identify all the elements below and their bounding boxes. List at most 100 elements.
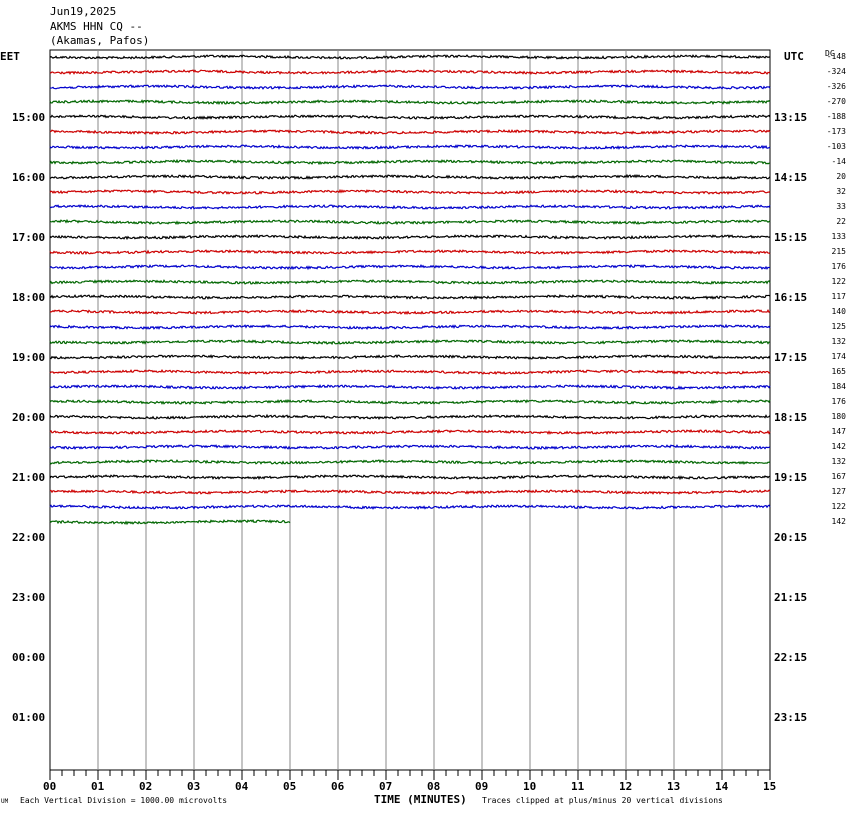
trace-28 xyxy=(49,459,771,465)
dc-offset-label: 20 xyxy=(836,172,846,181)
trace-9 xyxy=(49,173,771,181)
dc-offset-label: 132 xyxy=(831,337,846,346)
right-zone-label: UTC xyxy=(784,50,804,63)
trace-29 xyxy=(49,474,771,481)
right-hour-label: 13:15 xyxy=(774,111,808,124)
dc-offset-label: 176 xyxy=(831,397,846,406)
dc-offset-label: -103 xyxy=(826,142,846,151)
footer-clip-note: Traces clipped at plus/minus 20 vertical… xyxy=(482,796,723,805)
right-hour-label: 14:15 xyxy=(774,171,808,184)
trace-26 xyxy=(49,428,771,435)
footer-xlabel: TIME (MINUTES) xyxy=(374,793,467,806)
header-station: AKMS HHN CQ -- xyxy=(50,20,143,33)
trace-24 xyxy=(49,399,771,405)
dc-offset-label: 133 xyxy=(831,232,846,241)
dc-offset-label: 33 xyxy=(836,202,846,211)
x-tick-label: 15 xyxy=(763,780,777,793)
dc-offset-label: 142 xyxy=(831,442,846,451)
right-hour-label: 19:15 xyxy=(774,471,808,484)
left-hour-label: 16:00 xyxy=(12,171,46,184)
trace-30 xyxy=(49,488,771,496)
trace-19 xyxy=(49,323,771,331)
x-tick-label: 01 xyxy=(91,780,105,793)
dc-offset-label: -14 xyxy=(831,157,846,166)
x-tick-label: 06 xyxy=(331,780,345,793)
trace-27 xyxy=(49,444,771,451)
x-tick-label: 10 xyxy=(523,780,537,793)
dc-offset-label: -148 xyxy=(826,52,846,61)
trace-16 xyxy=(49,279,771,286)
dc-offset-label: -270 xyxy=(826,97,846,106)
dc-offset-label: 127 xyxy=(831,487,846,496)
header-location: (Akamas, Pafos) xyxy=(50,34,150,47)
trace-13 xyxy=(49,234,771,241)
x-tick-label: 04 xyxy=(235,780,249,793)
x-tick-label: 11 xyxy=(571,780,585,793)
dc-offset-label: 117 xyxy=(831,292,846,301)
x-tick-label: 03 xyxy=(187,780,201,793)
trace-4 xyxy=(49,98,771,106)
x-tick-label: 02 xyxy=(139,780,153,793)
x-tick-label: 00 xyxy=(43,780,57,793)
plot-frame xyxy=(49,49,771,771)
right-hour-label: 15:15 xyxy=(774,231,808,244)
left-zone-label: EET xyxy=(0,50,20,63)
dc-offset-label: 140 xyxy=(831,307,846,316)
trace-17 xyxy=(49,293,771,301)
dc-offset-label: -173 xyxy=(826,127,846,136)
right-hour-label: 20:15 xyxy=(774,531,808,544)
dc-offset-label: 122 xyxy=(831,502,846,511)
dc-offset-label: 125 xyxy=(831,322,846,331)
trace-7 xyxy=(49,144,771,150)
x-tick-label: 13 xyxy=(667,780,681,793)
dc-offset-label: 22 xyxy=(836,217,846,226)
right-hour-label: 17:15 xyxy=(774,351,808,364)
minute-gridlines xyxy=(97,50,723,770)
x-axis-ticks xyxy=(49,770,771,780)
trace-14 xyxy=(49,249,771,255)
dc-offset-label: -326 xyxy=(826,82,846,91)
trace-21 xyxy=(49,354,771,360)
trace-20 xyxy=(49,339,771,346)
left-hour-label: 18:00 xyxy=(12,291,46,304)
left-hour-label: 01:00 xyxy=(12,711,46,724)
dc-offset-label: 180 xyxy=(831,412,846,421)
trace-15 xyxy=(49,263,771,271)
trace-23 xyxy=(49,384,771,391)
right-hour-label: 16:15 xyxy=(774,291,808,304)
trace-22 xyxy=(49,369,771,375)
dc-offset-label: 142 xyxy=(831,517,846,526)
footer-scale: Each Vertical Division = 1000.00 microvo… xyxy=(20,796,228,805)
right-hour-label: 22:15 xyxy=(774,651,808,664)
trace-8 xyxy=(49,158,771,166)
left-hour-label: 17:00 xyxy=(12,231,46,244)
trace-12 xyxy=(49,218,771,226)
trace-18 xyxy=(49,308,771,315)
dc-offset-label: 122 xyxy=(831,277,846,286)
trace-2 xyxy=(49,69,771,76)
left-hour-label: 15:00 xyxy=(12,111,46,124)
dc-offset-label: 176 xyxy=(831,262,846,271)
trace-10 xyxy=(49,188,771,195)
dc-offset-label: 147 xyxy=(831,427,846,436)
trace-5 xyxy=(49,114,771,121)
x-tick-label: 12 xyxy=(619,780,633,793)
dc-offset-label: -324 xyxy=(826,67,846,76)
footer-left-mark: UM xyxy=(1,798,9,805)
dc-offset-label: 167 xyxy=(831,472,846,481)
trace-11 xyxy=(49,203,771,210)
right-hour-label: 18:15 xyxy=(774,411,808,424)
dc-offset-label: 132 xyxy=(831,457,846,466)
dc-offset-label: 165 xyxy=(831,367,846,376)
dc-offset-label: 184 xyxy=(831,382,846,391)
left-hour-label: 21:00 xyxy=(12,471,46,484)
trace-3 xyxy=(49,84,771,90)
trace-25 xyxy=(49,413,771,421)
x-tick-label: 05 xyxy=(283,780,297,793)
dc-offset-label: 174 xyxy=(831,352,846,361)
x-tick-label: 09 xyxy=(475,780,489,793)
left-hour-label: 00:00 xyxy=(12,651,46,664)
header-date: Jun19,2025 xyxy=(50,5,117,18)
right-hour-label: 21:15 xyxy=(774,591,808,604)
